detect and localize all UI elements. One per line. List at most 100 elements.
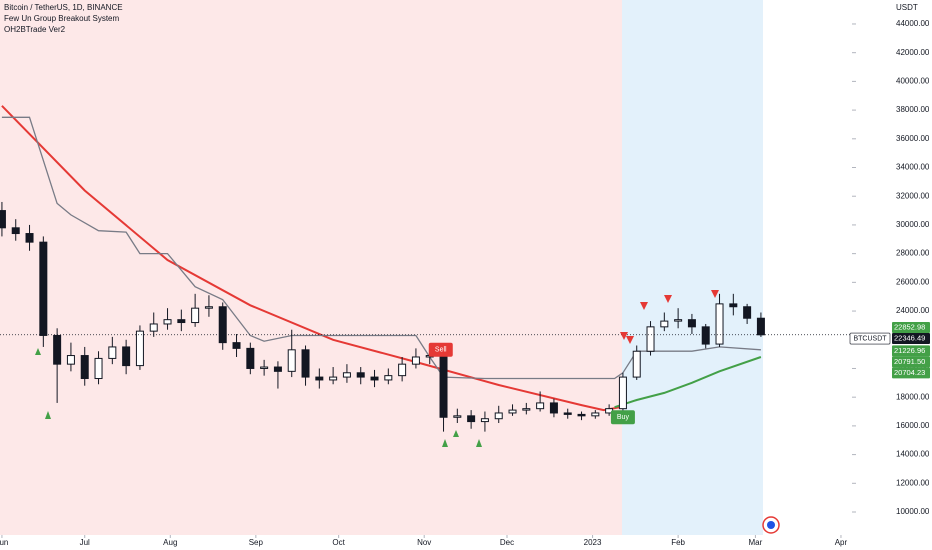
candle-body [494, 412, 503, 420]
candle-body [315, 376, 324, 381]
logo [762, 516, 780, 534]
candle-body [204, 306, 213, 309]
candle-body [0, 210, 6, 229]
candle-body [273, 366, 282, 372]
candle-body [411, 356, 420, 365]
price-scale [852, 0, 932, 550]
candle-body [522, 408, 531, 411]
candle-body [536, 402, 545, 410]
indicator-line [614, 356, 762, 409]
y-tick-label: 10000.00 [896, 507, 930, 516]
x-tick-label: Apr [835, 538, 848, 547]
y-tick-label: 28000.00 [896, 249, 930, 258]
candle-body [743, 306, 752, 319]
candle-body [218, 306, 227, 344]
candle-body [508, 409, 517, 414]
y-tick-label: 24000.00 [896, 306, 930, 315]
y-tick-label: 42000.00 [896, 48, 930, 57]
candle-body [549, 402, 558, 414]
x-tick-label: Oct [332, 538, 345, 547]
candle-body [246, 347, 255, 369]
signal-label: Sell [435, 347, 447, 354]
price-badge [892, 367, 930, 379]
candle-body [53, 334, 62, 365]
y-tick-label: 26000.00 [896, 277, 930, 286]
x-tick-label: Aug [163, 538, 177, 547]
chart-title: Bitcoin / TetherUS, 1D, BINANCE [4, 3, 123, 12]
candle-body [232, 342, 241, 349]
signal-badge [610, 410, 635, 425]
candle-body [674, 319, 683, 322]
candle-body [342, 372, 351, 378]
candle-body [80, 355, 89, 380]
price-badge-label: 20791.50 [894, 357, 925, 366]
x-tick-label: Dec [500, 538, 514, 547]
candle-body [177, 319, 186, 324]
y-tick-label: 12000.00 [896, 478, 930, 487]
candle-body [563, 412, 572, 415]
price-badge-label: 22852.98 [894, 323, 925, 332]
candle-body [384, 375, 393, 381]
candle-body [439, 355, 448, 418]
symbol-badge [849, 332, 891, 345]
candle-body [25, 233, 34, 243]
price-badge [892, 322, 930, 334]
candle-body [729, 303, 738, 308]
candle-body [632, 350, 641, 378]
candle-body [618, 376, 627, 410]
x-tick-label: Sep [249, 538, 264, 547]
bullish-zone [622, 0, 763, 535]
x-tick-label: Jun [0, 538, 8, 547]
y-tick-label: 32000.00 [896, 191, 930, 200]
candle-body [39, 241, 48, 336]
candle-body [687, 319, 696, 328]
candle-body [646, 326, 655, 352]
candle-body [66, 355, 75, 365]
y-tick-label: 38000.00 [896, 105, 930, 114]
indicator-line [1, 116, 761, 380]
candle-body [453, 415, 462, 418]
y-tick-label: 16000.00 [896, 421, 930, 430]
candle-body [149, 323, 158, 332]
candle-body [329, 376, 338, 381]
y-tick-label: 30000.00 [896, 220, 930, 229]
signal-label: Buy [617, 414, 630, 421]
symbol-label: BTCUSDT [853, 335, 887, 342]
y-tick-label: 34000.00 [896, 163, 930, 172]
y-tick-label: 44000.00 [896, 19, 930, 28]
price-badge-label: 20704.23 [894, 368, 925, 377]
candle-body [260, 366, 269, 369]
candle-body [287, 349, 296, 372]
indicator-label: OH2BTrade Ver2 [4, 25, 66, 34]
signal-badge [428, 342, 453, 357]
time-scale [0, 535, 852, 550]
x-tick-label: 2023 [584, 538, 602, 547]
y-tick-label: 36000.00 [896, 134, 930, 143]
candle-body [11, 227, 20, 235]
candle-body [370, 376, 379, 381]
candle-body [591, 412, 600, 417]
candle-body [715, 303, 724, 345]
candle-body [135, 330, 144, 367]
candle-body [398, 363, 407, 377]
candle-body [163, 319, 172, 325]
indicator-label: Few Un Group Breakout System [4, 14, 119, 23]
x-tick-label: Mar [749, 538, 763, 547]
x-tick-label: Feb [671, 538, 685, 547]
price-badge [892, 345, 930, 357]
candle-body [122, 346, 131, 367]
candle-body [301, 349, 310, 378]
bearish-zone [0, 0, 622, 535]
plot-area [0, 105, 852, 432]
price-badge [892, 333, 930, 345]
price-badge-label: 21226.96 [894, 346, 925, 355]
candle-body [108, 346, 117, 359]
candle-body [480, 418, 489, 423]
x-tick-label: Nov [417, 538, 431, 547]
candle-body [660, 320, 669, 328]
candle-body [191, 307, 200, 324]
indicator-line [1, 105, 621, 412]
price-badge-label: 22346.49 [894, 334, 925, 343]
candle-body [701, 326, 710, 345]
